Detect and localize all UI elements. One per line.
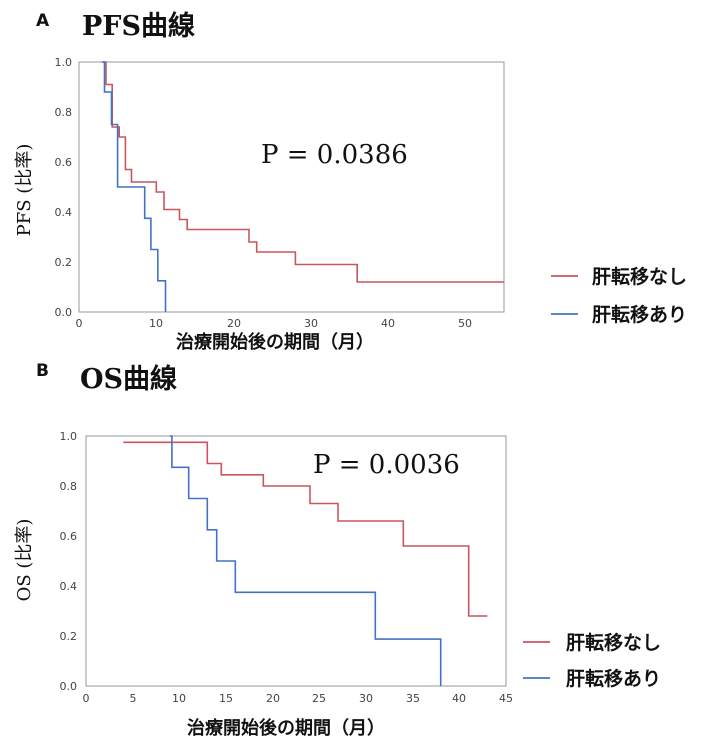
panel-a-y-axis-ticks: 1.0 0.8 0.6 0.4 0.2 0.0 [55,56,73,319]
y-tick-label: 0.0 [55,306,73,319]
x-tick-label: 45 [499,692,513,705]
x-tick-label: 25 [312,692,326,705]
x-tick-label: 10 [172,692,186,705]
x-tick-label: 0 [76,317,83,330]
y-tick-label: 0.4 [55,206,73,219]
x-tick-label: 50 [458,317,472,330]
y-tick-label: 0.6 [60,530,78,543]
panel-b-y-axis-ticks: 1.0 0.8 0.6 0.4 0.2 0.0 [60,430,78,693]
legend-label: 肝転移なし [592,265,687,288]
panel-b-plot-area [123,435,488,686]
x-tick-label: 30 [304,317,318,330]
survival-curve-liver-metastasis [102,61,167,312]
x-tick-label: 40 [381,317,395,330]
x-tick-label: 15 [219,692,233,705]
x-tick-label: 35 [406,692,420,705]
legend-label: 肝転移なし [566,631,661,654]
panel-b: B OS曲線 P = 0.0036 1.0 0.8 0.6 0.4 0.2 0.… [14,361,661,739]
y-tick-label: 0.8 [60,480,78,493]
x-tick-label: 30 [359,692,373,705]
y-tick-label: 1.0 [60,430,78,443]
panel-b-title: OS曲線 [80,363,177,395]
y-tick-label: 0.4 [60,580,78,593]
legend-label: 肝転移あり [566,667,661,690]
survival-curve-no-liver-metastasis [102,61,504,283]
panel-b-y-axis-label: OS (比率) [14,519,35,602]
panel-b-letter: B [36,361,49,381]
panel-b-legend: 肝転移なし 肝転移あり [523,631,661,690]
y-tick-label: 0.2 [60,630,78,643]
x-tick-label: 40 [452,692,466,705]
y-tick-label: 0.8 [55,106,73,119]
panel-a-title: PFS曲線 [82,10,195,42]
x-tick-label: 10 [149,317,163,330]
x-tick-label: 0 [83,692,90,705]
survival-curve-no-liver-metastasis [123,441,488,617]
panel-a-legend: 肝転移なし 肝転移あり [551,265,687,326]
panel-a-letter: A [36,11,50,31]
x-tick-label: 5 [130,692,137,705]
y-tick-label: 1.0 [55,56,73,69]
panel-a-y-axis-label: PFS (比率) [14,144,35,237]
panel-a-plot-area [102,61,504,312]
panel-a-x-axis-label: 治療開始後の期間（月） [176,331,374,353]
legend-label: 肝転移あり [592,303,687,326]
panel-b-x-axis-ticks: 0 5 10 15 20 25 30 35 40 45 [83,692,514,705]
y-tick-label: 0.6 [55,156,73,169]
panel-b-p-value: P = 0.0036 [313,450,460,480]
panel-b-plot-frame [85,435,507,687]
panel-b-x-axis-label: 治療開始後の期間（月） [187,717,385,739]
x-tick-label: 20 [266,692,280,705]
y-tick-label: 0.0 [60,680,78,693]
panel-a-plot-frame [78,61,505,313]
y-tick-label: 0.2 [55,256,73,269]
survival-curve-liver-metastasis [170,435,442,686]
panel-a-p-value: P = 0.0386 [261,140,408,170]
panel-a: A PFS曲線 P = 0.0386 1.0 0.8 0.6 0.4 0.2 0… [14,10,687,353]
panel-a-x-axis-ticks: 0 10 20 30 40 50 [76,317,473,330]
x-tick-label: 20 [227,317,241,330]
